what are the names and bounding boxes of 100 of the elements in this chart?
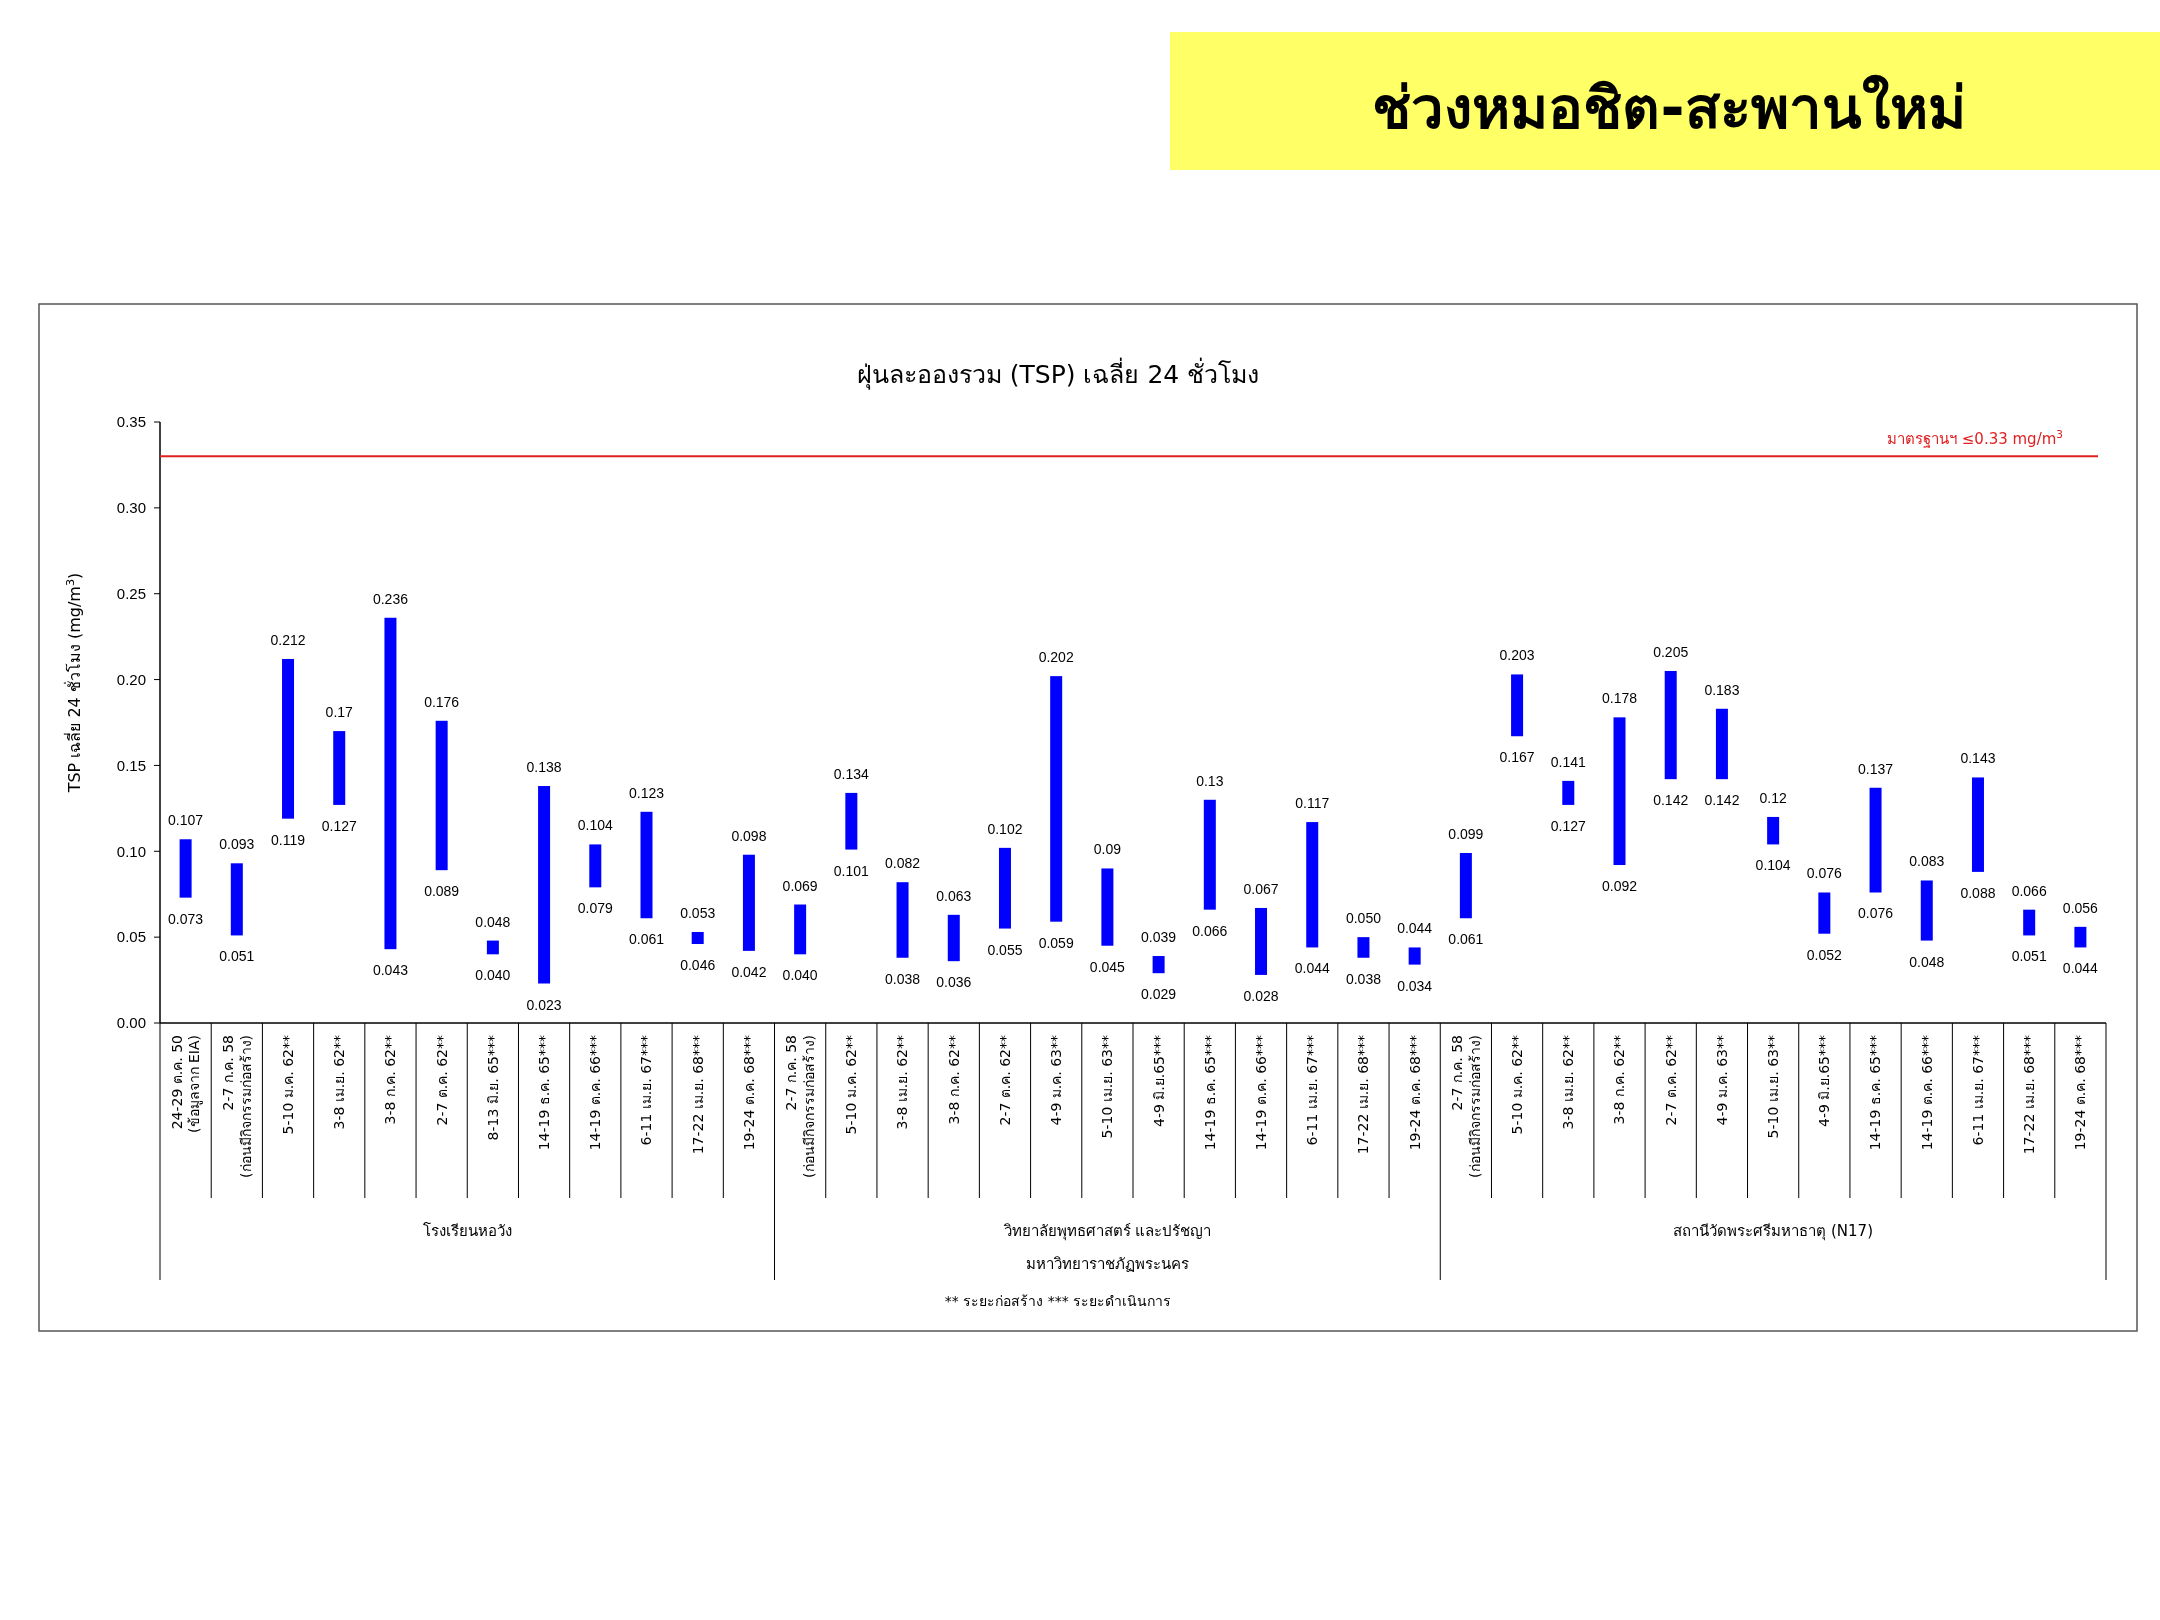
- annotation: 0.044: [1294, 960, 1330, 977]
- bar: [1255, 907, 1268, 975]
- annotation: 0.040: [782, 967, 818, 984]
- annotation: 0.066: [1192, 922, 1228, 939]
- annotation: 0.073: [168, 910, 204, 927]
- text: โรงเรียนหอวัง: [422, 1222, 512, 1240]
- data-label: 0.044: [1397, 920, 1433, 937]
- bar: [282, 658, 295, 819]
- data-label: 0.056: [2062, 899, 2099, 916]
- bar: [333, 731, 346, 805]
- bar: [1101, 868, 1114, 946]
- data-label: 0.069: [782, 877, 818, 894]
- annotation: 0.055: [987, 941, 1023, 958]
- annotation: 0.040: [475, 967, 511, 984]
- bar: [230, 863, 243, 936]
- annotation: 0.052: [1806, 946, 1843, 963]
- bar: [640, 811, 653, 919]
- x-tick-label: 14-19 ธ.ค. 65***: [535, 1035, 552, 1151]
- y-tick-label: 0.25: [116, 584, 146, 602]
- bar: [589, 844, 602, 888]
- y-tick-label: 0.35: [116, 413, 146, 431]
- bar: [1920, 880, 1933, 941]
- data-label: 0.143: [1960, 750, 1996, 767]
- bar: [947, 914, 960, 962]
- data-label: 0.076: [1806, 865, 1843, 882]
- annotation: 0.034: [1397, 977, 1433, 994]
- text: ** ระยะก่อสร้าง *** ระยะดำเนินการ: [944, 1293, 1172, 1309]
- data-label: 0.183: [1704, 681, 1740, 698]
- x-tick-label: 2-7 ต.ค. 62**: [433, 1035, 450, 1126]
- annotation: 0.029: [1141, 986, 1177, 1003]
- bar: [1408, 947, 1421, 965]
- bar: [998, 847, 1011, 929]
- y-tick-label: 0.05: [116, 928, 146, 946]
- x-tick-label: 6-11 เม.ย. 67***: [638, 1035, 655, 1146]
- annotation: 0.089: [424, 883, 460, 900]
- x-tick-label: 19-24 ต.ค. 68***: [2072, 1035, 2089, 1151]
- annotation: 0.127: [321, 817, 357, 834]
- data-label: 0.083: [1909, 853, 1945, 870]
- x-tick-label: 3-8 ก.ค. 62**: [382, 1035, 399, 1125]
- bar: [486, 940, 499, 955]
- x-tick-label: 17-22 เม.ย. 68***: [689, 1035, 706, 1155]
- x-tick-label: 4-9 มิ.ย.65***: [1150, 1035, 1167, 1128]
- annotation: 0.061: [1448, 931, 1484, 948]
- data-label: 0.203: [1499, 647, 1535, 664]
- annotation: 0.023: [526, 996, 562, 1013]
- annotation: 0.059: [1038, 934, 1074, 951]
- annotation: 0.088: [1960, 884, 1996, 901]
- y-tick-label: 0.20: [116, 670, 146, 688]
- y-tick-label: 0.15: [116, 756, 146, 774]
- data-label: 0.141: [1550, 753, 1587, 770]
- annotation: 0.104: [1755, 857, 1791, 874]
- annotation: 0.051: [2011, 948, 2047, 965]
- data-label: 0.236: [372, 590, 409, 607]
- x-tick-label: 5-10 ม.ค. 62**: [279, 1035, 296, 1135]
- annotation: 0.051: [219, 948, 255, 965]
- data-label: 0.107: [168, 812, 204, 829]
- bar: [1715, 708, 1728, 780]
- x-tick-label: 6-11 เม.ย. 67***: [1969, 1035, 1986, 1146]
- annotation: 0.079: [577, 900, 614, 917]
- x-tick-label: 3-8 เม.ย. 62**: [894, 1035, 911, 1130]
- data-label: 0.066: [2011, 882, 2047, 899]
- annotation: 0.127: [1550, 817, 1587, 834]
- x-tick-label: 8-13 มิ.ย. 65***: [484, 1035, 501, 1141]
- data-label: 0.176: [424, 693, 460, 710]
- bar: [794, 904, 807, 955]
- x-tick-label: 19-24 ต.ค. 68***: [740, 1035, 757, 1151]
- bar: [384, 617, 397, 950]
- data-label: 0.117: [1295, 795, 1330, 812]
- annotation: 0.038: [885, 970, 921, 987]
- x-tick-label: 5-10 เม.ย. 63**: [1099, 1035, 1116, 1139]
- x-tick-label: 17-22 เม.ย. 68***: [1355, 1035, 1372, 1155]
- x-tick-label: 3-8 ก.ค. 62**: [1611, 1035, 1628, 1125]
- data-label: 0.212: [270, 631, 306, 648]
- x-tick-label: 3-8 เม.ย. 62**: [331, 1035, 348, 1130]
- y-tick-label: 0.30: [116, 499, 146, 517]
- bar: [742, 854, 755, 951]
- x-tick-label: 2-7 ต.ค. 62**: [996, 1035, 1013, 1126]
- bar: [1203, 799, 1216, 910]
- bar: [1767, 816, 1780, 845]
- data-label: 0.098: [731, 827, 767, 844]
- x-tick-label: 6-11 เม.ย. 67***: [1304, 1035, 1321, 1146]
- x-tick-label: 14-19 ต.ค. 66***: [1252, 1035, 1269, 1151]
- bar: [1511, 674, 1524, 737]
- x-tick-label: 14-19 ธ.ค. 65***: [1201, 1035, 1218, 1151]
- annotation: 0.042: [731, 963, 767, 980]
- data-label: 0.082: [885, 855, 921, 872]
- x-tick-label: 19-24 ต.ค. 68***: [1406, 1035, 1423, 1151]
- bar: [179, 839, 192, 898]
- bar: [1357, 937, 1370, 958]
- data-label: 0.099: [1448, 826, 1484, 842]
- data-label: 0.12: [1759, 789, 1787, 806]
- data-label: 0.067: [1243, 880, 1279, 897]
- bar: [1459, 853, 1472, 919]
- data-label: 0.093: [219, 836, 255, 853]
- data-label: 0.17: [325, 704, 354, 721]
- data-label: 0.050: [1345, 910, 1382, 927]
- bar: [435, 720, 448, 871]
- x-tick-label: 5-10 ม.ค. 62**: [843, 1035, 860, 1135]
- x-tick-label: 14-19 ต.ค. 66***: [1918, 1035, 1935, 1151]
- y-tick-label: 0.10: [116, 842, 146, 860]
